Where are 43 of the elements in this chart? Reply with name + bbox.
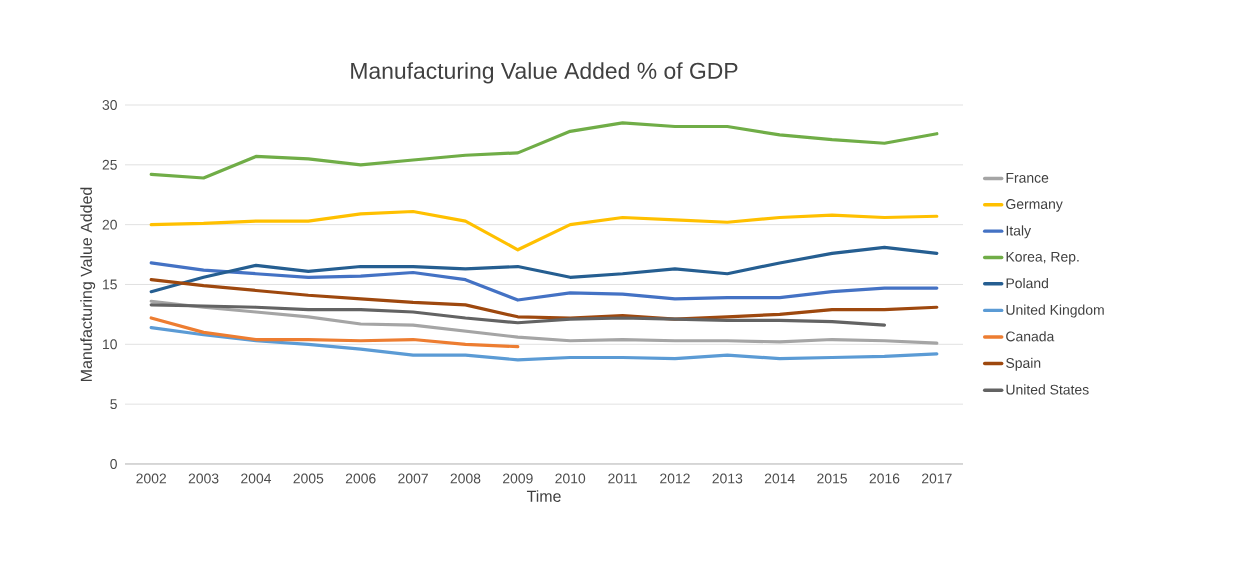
- x-tick-label: 2013: [712, 473, 743, 484]
- legend-label: Poland: [1006, 277, 1048, 289]
- legend-label: Spain: [1006, 357, 1041, 371]
- x-tick-label: 2014: [764, 473, 795, 484]
- line-series: [149, 261, 939, 302]
- legend-label: Germany: [1006, 199, 1063, 212]
- y-tick-label: 5: [110, 399, 117, 410]
- legend-label: Canada: [1006, 331, 1055, 342]
- chart-title: Manufacturing Value Added % of GDP: [351, 62, 738, 84]
- y-tick-label: 15: [103, 279, 117, 290]
- x-tick-label: 2007: [398, 473, 428, 484]
- legend-label: France: [1006, 173, 1049, 183]
- x-tick-label: 2006: [345, 473, 376, 484]
- line-series: [149, 278, 939, 321]
- x-tick-label: 2015: [817, 473, 847, 484]
- line-series: [149, 209, 939, 252]
- x-tick-label: 2003: [188, 473, 219, 484]
- x-tick-label: 2004: [241, 473, 272, 484]
- legend-label: Italy: [1006, 225, 1032, 239]
- x-tick-label: 2010: [555, 473, 586, 484]
- line-series: [149, 121, 939, 180]
- x-tick-label: 2012: [660, 473, 690, 484]
- y-tick-label: 20: [102, 219, 117, 230]
- y-tick-label: 0: [110, 459, 117, 469]
- x-tick-label: 2002: [136, 473, 167, 484]
- y-tick-label: 25: [102, 159, 117, 170]
- y-axis-title: Manufacturing Value Added: [80, 187, 96, 381]
- line-series: [149, 303, 887, 327]
- x-tick-label: 2005: [293, 473, 324, 484]
- line-series: [149, 325, 939, 362]
- x-tick-label: 2017: [922, 473, 952, 484]
- line-series: [149, 245, 939, 294]
- legend-label: Korea, Rep.: [1006, 251, 1079, 265]
- line-series: [149, 316, 520, 349]
- legend-label: United Kingdom: [1006, 304, 1104, 318]
- x-tick-label: 2009: [503, 473, 533, 484]
- y-tick-label: 30: [102, 100, 117, 110]
- x-tick-label: 2008: [450, 473, 481, 484]
- legend-label: United States: [1006, 384, 1089, 395]
- x-tick-label: 2016: [869, 473, 900, 484]
- x-axis-title: Time: [526, 490, 561, 502]
- y-tick-label: 10: [103, 339, 117, 350]
- x-tick-label: 2011: [608, 473, 637, 484]
